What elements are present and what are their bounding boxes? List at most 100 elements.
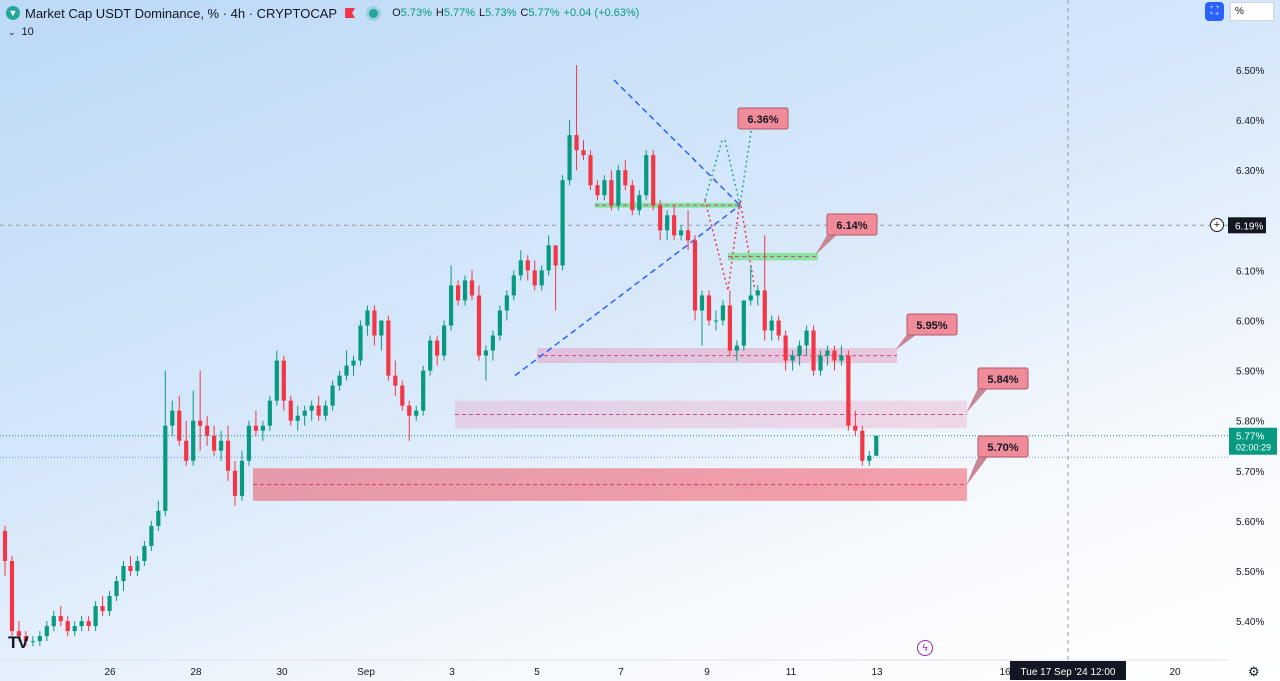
candle-body bbox=[832, 350, 837, 361]
callout-text: 5.95% bbox=[916, 320, 947, 332]
candle-body bbox=[93, 606, 98, 627]
candle-body bbox=[379, 320, 384, 336]
candle bbox=[191, 390, 196, 466]
y-tick-label: 6.50% bbox=[1236, 66, 1264, 77]
candle bbox=[44, 621, 49, 642]
candle-body bbox=[30, 641, 35, 643]
candle bbox=[588, 150, 593, 191]
candle bbox=[358, 320, 363, 366]
candle-body bbox=[79, 621, 84, 627]
candle-body bbox=[239, 460, 245, 496]
candle bbox=[483, 345, 489, 381]
candle bbox=[253, 410, 259, 436]
candle-body bbox=[344, 365, 349, 376]
candle bbox=[163, 370, 168, 516]
indicator-value: 10 bbox=[21, 26, 34, 38]
candle-body bbox=[156, 510, 161, 526]
callout-box bbox=[737, 107, 789, 130]
candle bbox=[372, 305, 377, 346]
candle bbox=[184, 420, 189, 466]
candle-body bbox=[804, 330, 809, 346]
y-tick-label: 6.00% bbox=[1236, 317, 1264, 328]
candle bbox=[713, 310, 719, 331]
callout-box bbox=[906, 313, 958, 336]
x-tick-label: 7 bbox=[618, 667, 624, 678]
candle-body bbox=[260, 425, 265, 431]
symbol-title[interactable]: Market Cap USDT Dominance, % · 4h · CRYP… bbox=[25, 5, 338, 21]
candle-body bbox=[121, 565, 126, 582]
candle bbox=[149, 520, 154, 551]
candle bbox=[595, 180, 600, 201]
callout-box bbox=[977, 435, 1029, 458]
candle-body bbox=[191, 420, 196, 461]
candle-body bbox=[2, 530, 8, 561]
candle-body bbox=[400, 385, 405, 406]
candle bbox=[839, 345, 844, 366]
flag-icon[interactable] bbox=[345, 8, 356, 18]
candle bbox=[309, 400, 314, 421]
candle-body bbox=[706, 295, 712, 321]
candle bbox=[16, 621, 22, 642]
candle bbox=[400, 380, 405, 411]
candle-body bbox=[267, 400, 272, 426]
candle bbox=[532, 260, 537, 291]
y-tick-label: 5.40% bbox=[1236, 617, 1264, 628]
candle bbox=[734, 340, 739, 361]
callout-box bbox=[826, 213, 878, 236]
candle bbox=[407, 400, 412, 441]
candle-body bbox=[9, 560, 15, 632]
y-tick-label: 5.80% bbox=[1236, 417, 1264, 428]
candle-body bbox=[428, 340, 433, 371]
candle-body bbox=[658, 205, 663, 231]
candle bbox=[553, 245, 558, 311]
current-price-text: 5.77% bbox=[1236, 432, 1264, 443]
candle-body bbox=[107, 596, 112, 612]
candles-layer bbox=[2, 64, 879, 647]
indicator-row[interactable]: ⌄ 10 bbox=[8, 26, 34, 38]
candle-body bbox=[149, 525, 154, 546]
candle-body bbox=[651, 155, 656, 206]
candle bbox=[755, 285, 760, 306]
candle bbox=[274, 350, 279, 406]
candle bbox=[30, 636, 35, 647]
candle bbox=[135, 555, 140, 577]
candle bbox=[232, 460, 238, 506]
price-callout: 6.36% bbox=[737, 107, 789, 131]
candle-body bbox=[462, 280, 468, 301]
candle-body bbox=[678, 230, 684, 236]
candle bbox=[72, 621, 77, 637]
candle-body bbox=[490, 335, 495, 351]
scale-mode-button[interactable]: % bbox=[1230, 2, 1274, 21]
maximize-icon[interactable]: ⛶ bbox=[1205, 2, 1224, 21]
chevron-down-icon[interactable]: ⌄ bbox=[8, 27, 16, 37]
crosshair-time-text: Tue 17 Sep '24 12:00 bbox=[1021, 667, 1116, 678]
projection-up-2 bbox=[704, 139, 723, 201]
candle-body bbox=[637, 195, 642, 211]
candle-body bbox=[797, 345, 802, 356]
plus-icon[interactable]: + bbox=[1210, 218, 1224, 232]
candle bbox=[762, 235, 767, 341]
callout-pointer bbox=[966, 452, 990, 486]
candle bbox=[128, 555, 133, 577]
candle-body bbox=[358, 325, 363, 361]
market-status-icon[interactable] bbox=[369, 8, 379, 18]
candle-body bbox=[337, 375, 342, 386]
x-tick-label: 20 bbox=[1169, 667, 1181, 678]
candle-body bbox=[476, 295, 482, 356]
gear-icon[interactable]: ⚙ bbox=[1248, 664, 1260, 679]
candle-body bbox=[407, 405, 412, 416]
candle bbox=[260, 420, 265, 441]
symbol-logo-icon[interactable]: ▼ bbox=[6, 6, 20, 20]
candle-body bbox=[539, 270, 544, 286]
x-tick-label: 16 bbox=[999, 667, 1011, 678]
y-tick-label: 5.50% bbox=[1236, 567, 1264, 578]
candle-body bbox=[734, 345, 739, 351]
candle-body bbox=[672, 215, 677, 236]
flash-icon[interactable]: ϟ bbox=[917, 640, 933, 656]
candle-body bbox=[100, 606, 105, 612]
candle-body bbox=[435, 340, 440, 356]
candle-body bbox=[595, 185, 600, 196]
tradingview-logo-icon[interactable]: TV bbox=[8, 633, 29, 652]
